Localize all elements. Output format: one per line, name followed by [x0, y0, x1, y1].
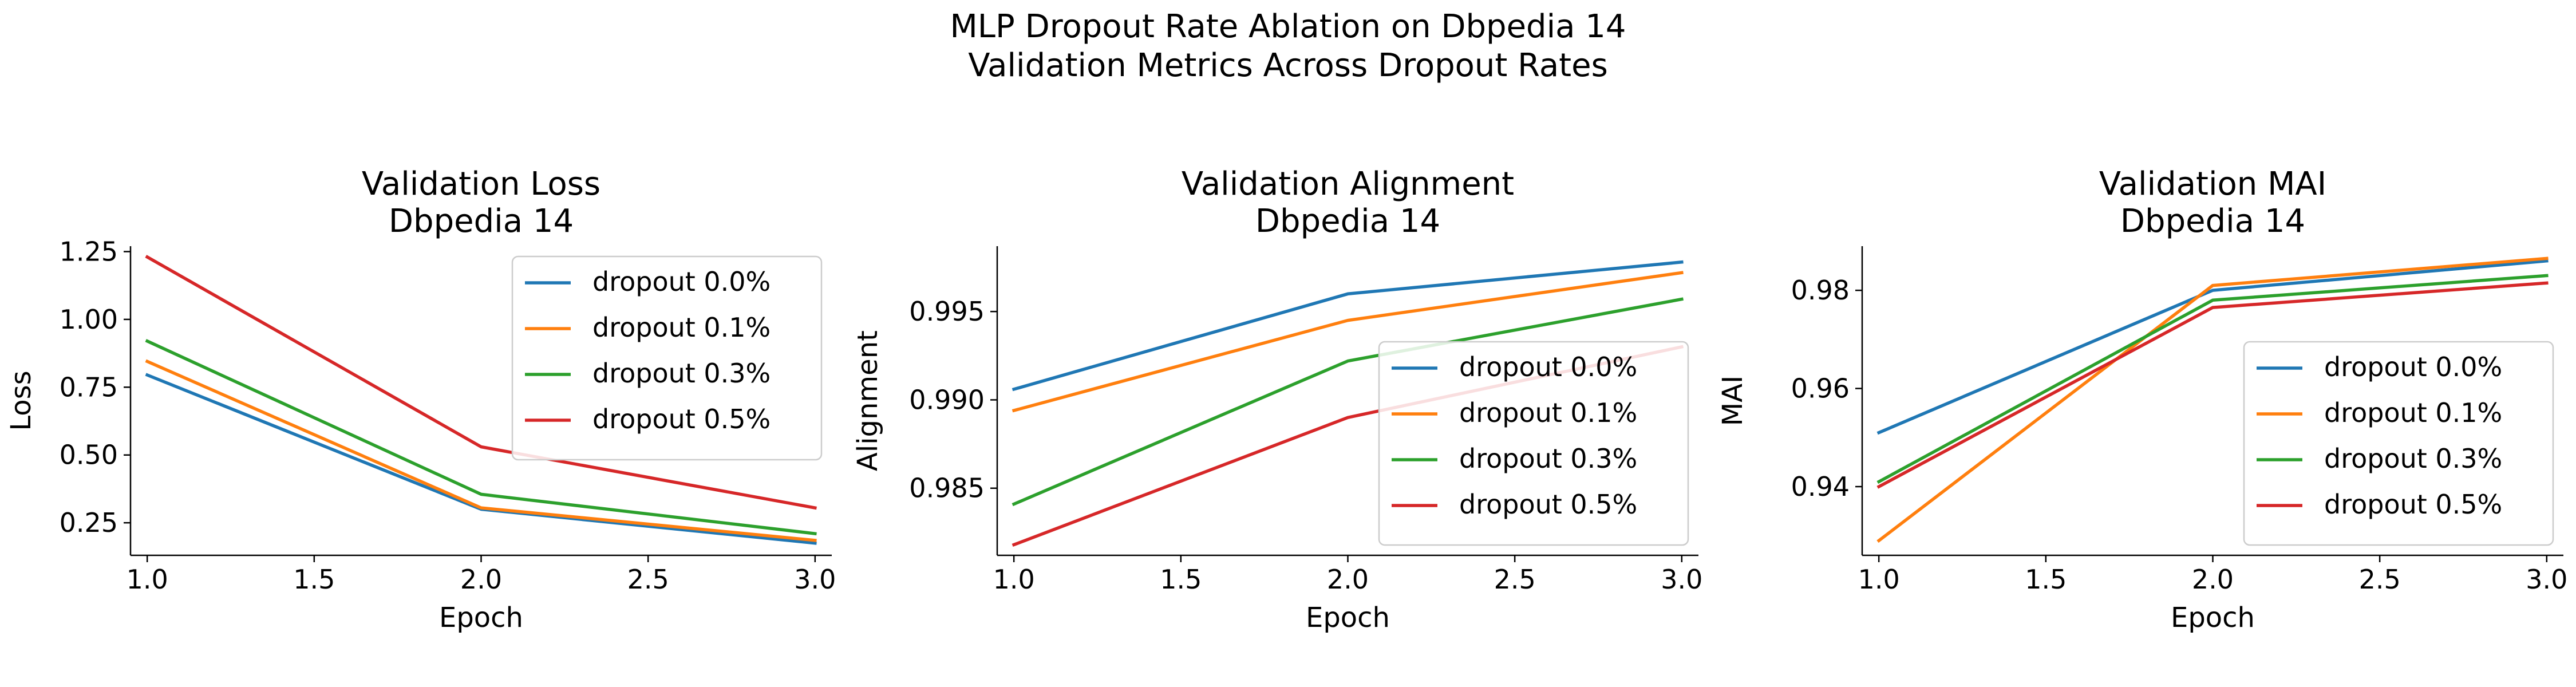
chart-title: Validation Alignment — [1182, 165, 1514, 203]
x-tick-label: 1.5 — [1160, 564, 1202, 595]
legend-label: dropout 0.1% — [592, 312, 771, 343]
legend-label: dropout 0.3% — [2324, 443, 2502, 474]
legend-label: dropout 0.0% — [1459, 352, 1637, 382]
y-tick-label: 0.94 — [1791, 471, 1850, 502]
legend: dropout 0.0% dropout 0.1% dropout 0.3% drop… — [511, 255, 823, 461]
x-tick-label: 2.0 — [1327, 564, 1369, 595]
legend: dropout 0.0% dropout 0.1% dropout 0.3% drop… — [1378, 341, 1689, 546]
y-tick-label: 0.75 — [60, 372, 118, 402]
chart-subtitle: Dbpedia 14 — [389, 203, 574, 240]
x-tick-label: 1.5 — [293, 564, 335, 595]
legend-label: dropout 0.3% — [592, 358, 771, 389]
x-tick-label: 3.0 — [2526, 564, 2567, 595]
x-tick-label: 2.0 — [460, 564, 502, 595]
y-tick-label: 0.990 — [909, 384, 985, 415]
x-tick-label: 2.5 — [2359, 564, 2401, 595]
y-tick-label: 0.96 — [1791, 373, 1850, 404]
y-tick-label: 0.995 — [909, 296, 985, 327]
x-tick-label: 1.0 — [1858, 564, 1900, 595]
legend-box — [2243, 341, 2554, 546]
y-tick-label: 1.00 — [60, 304, 118, 335]
x-tick-label: 1.5 — [2025, 564, 2067, 595]
legend-box — [1378, 341, 1689, 546]
y-tick-label: 0.98 — [1791, 275, 1850, 306]
y-axis-label: MAI — [1717, 376, 1749, 426]
chart-title: Validation Loss — [362, 165, 600, 203]
legend-label: dropout 0.0% — [592, 266, 771, 297]
y-tick-label: 0.25 — [60, 507, 118, 538]
legend-label: dropout 0.5% — [592, 404, 771, 435]
x-tick-label: 1.0 — [127, 564, 168, 595]
legend: dropout 0.0% dropout 0.1% dropout 0.3% drop… — [2243, 341, 2554, 546]
legend-label: dropout 0.1% — [2324, 397, 2502, 428]
y-tick-label: 0.50 — [60, 440, 118, 471]
legend-label: dropout 0.5% — [1459, 489, 1637, 520]
legend-box — [511, 255, 823, 461]
chart-subtitle: Dbpedia 14 — [2120, 203, 2305, 240]
y-axis-label: Alignment — [852, 330, 884, 471]
chart-title: Validation MAI — [2099, 165, 2326, 203]
x-tick-label: 2.5 — [627, 564, 669, 595]
legend-label: dropout 0.0% — [2324, 352, 2502, 382]
legend-label: dropout 0.3% — [1459, 443, 1637, 474]
legend-label: dropout 0.5% — [2324, 489, 2502, 520]
chart-subtitle: Dbpedia 14 — [1255, 203, 1440, 240]
x-axis-label: Epoch — [2171, 602, 2255, 634]
figure-title-line1: MLP Dropout Rate Ablation on Dbpedia 14 — [950, 8, 1626, 45]
y-tick-label: 1.25 — [60, 236, 118, 267]
legend-label: dropout 0.1% — [1459, 397, 1637, 428]
y-tick-label: 0.985 — [909, 473, 985, 504]
x-axis-label: Epoch — [1306, 602, 1390, 634]
x-tick-label: 3.0 — [1661, 564, 1702, 595]
x-axis-label: Epoch — [439, 602, 523, 634]
x-tick-label: 1.0 — [993, 564, 1035, 595]
figure-title-line2: Validation Metrics Across Dropout Rates — [968, 47, 1608, 84]
x-tick-label: 2.0 — [2192, 564, 2234, 595]
x-tick-label: 2.5 — [1494, 564, 1536, 595]
x-tick-label: 3.0 — [794, 564, 836, 595]
y-axis-label: Loss — [5, 370, 37, 431]
